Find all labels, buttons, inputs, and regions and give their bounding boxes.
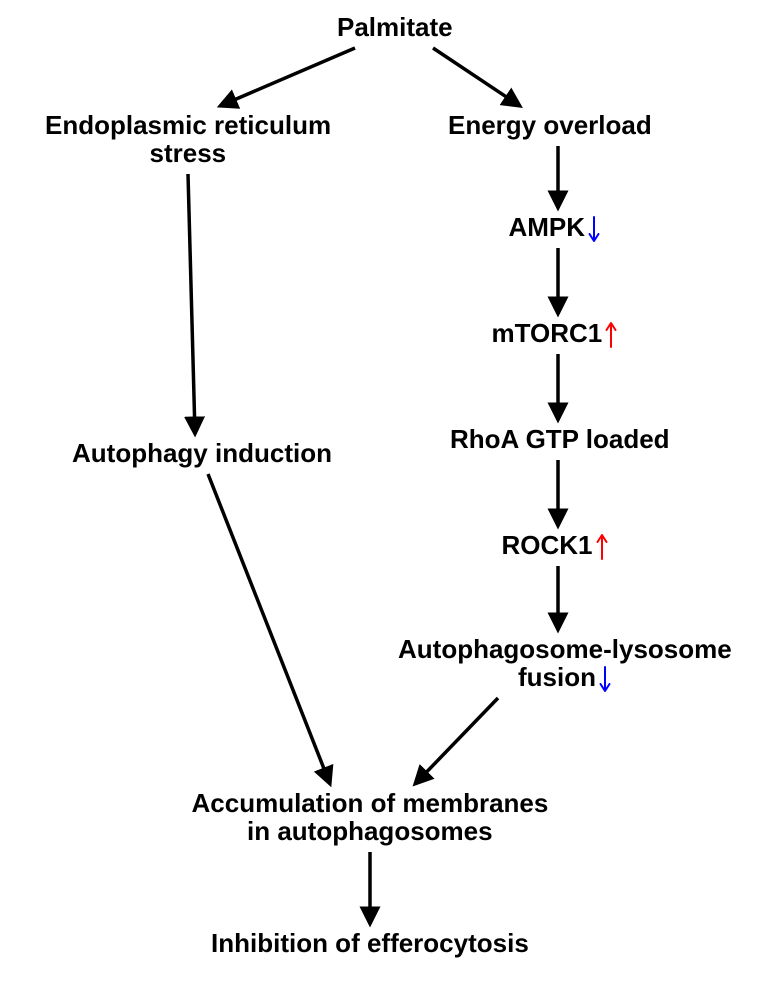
- node-label: RhoA GTP loaded: [450, 424, 670, 454]
- node-ampk: AMPK: [509, 213, 602, 243]
- node-label: mTORC1: [492, 318, 603, 348]
- down-arrow-icon: [598, 665, 612, 693]
- node-label: Autophagy induction: [72, 438, 332, 468]
- edge-autophagy_ind-to-accum: [208, 474, 330, 784]
- node-palmitate: Palmitate: [337, 13, 453, 43]
- node-er_stress_l1: Endoplasmic reticulum: [45, 111, 331, 141]
- up-arrow-icon: [604, 321, 618, 349]
- down-arrow-icon: [587, 215, 601, 243]
- node-label: Energy overload: [448, 110, 652, 140]
- flowchart-arrows: [0, 0, 775, 997]
- node-label: Endoplasmic reticulum: [45, 110, 331, 140]
- edge-palmitate-to-energy_overload: [433, 48, 520, 106]
- node-label: Inhibition of efferocytosis: [211, 928, 529, 958]
- node-er_stress_l2: stress: [150, 139, 227, 169]
- node-label: stress: [150, 138, 227, 168]
- node-autophagy_ind: Autophagy induction: [72, 439, 332, 469]
- node-autolyso_l2: fusion: [518, 663, 612, 693]
- node-inhibition: Inhibition of efferocytosis: [211, 929, 529, 959]
- edge-palmitate-to-er_stress: [220, 48, 355, 106]
- node-label: Palmitate: [337, 12, 453, 42]
- node-label: fusion: [518, 662, 596, 692]
- up-arrow-icon: [595, 533, 609, 561]
- edge-autolyso-to-accum: [415, 698, 498, 784]
- edge-er_stress-to-autophagy_ind: [188, 174, 195, 434]
- node-energy_overload: Energy overload: [448, 111, 652, 141]
- node-label: Autophagosome-lysosome: [398, 634, 732, 664]
- node-rock1: ROCK1: [502, 531, 609, 561]
- node-autolyso_l1: Autophagosome-lysosome: [398, 635, 732, 665]
- node-label: in autophagosomes: [247, 816, 493, 846]
- node-accum_l2: in autophagosomes: [247, 817, 493, 847]
- node-label: ROCK1: [502, 530, 593, 560]
- node-accum_l1: Accumulation of membranes: [192, 789, 549, 819]
- node-label: Accumulation of membranes: [192, 788, 549, 818]
- node-rhoa: RhoA GTP loaded: [450, 425, 670, 455]
- node-label: AMPK: [509, 212, 586, 242]
- node-mtorc1: mTORC1: [492, 319, 619, 349]
